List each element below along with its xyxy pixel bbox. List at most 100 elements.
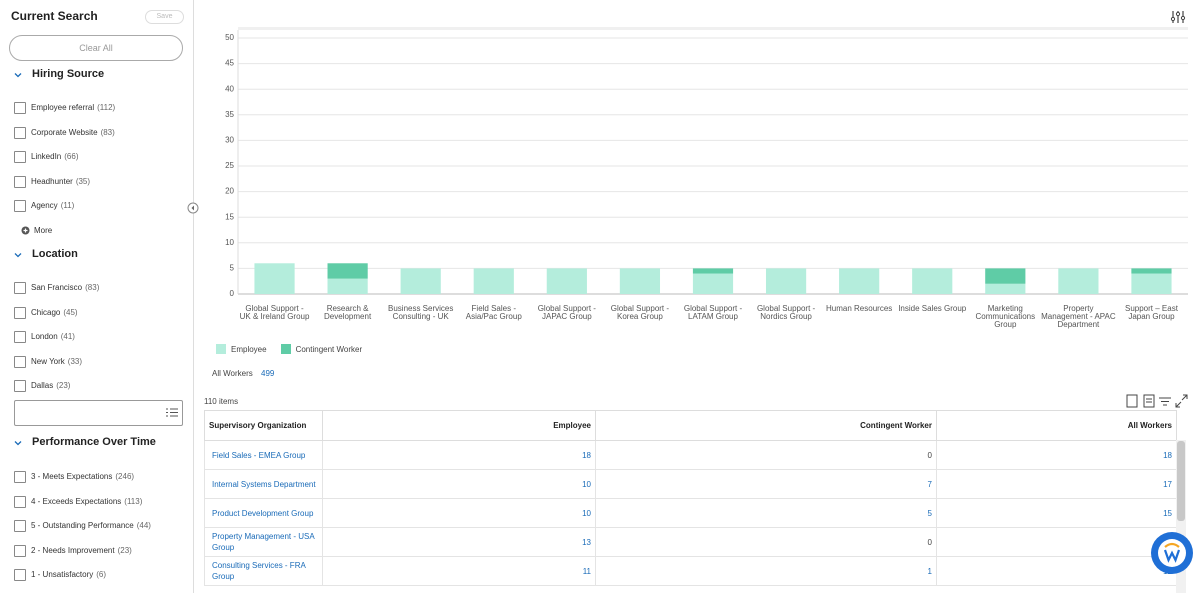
chevron-path bbox=[14, 441, 22, 446]
org-link[interactable]: Field Sales - EMEA Group bbox=[204, 440, 323, 470]
checkbox[interactable] bbox=[14, 495, 26, 508]
count-cell[interactable]: 5 bbox=[595, 498, 937, 528]
clear-all-button[interactable]: Clear All bbox=[9, 35, 183, 61]
checkbox[interactable] bbox=[14, 331, 26, 343]
checkbox[interactable] bbox=[14, 126, 26, 139]
count-cell[interactable]: 10 bbox=[322, 469, 596, 499]
bar bbox=[400, 268, 441, 294]
sidebar-title: Current Search bbox=[11, 9, 98, 23]
count-cell[interactable]: 11 bbox=[322, 556, 596, 586]
x-tick-label: Property Management - APAC Department bbox=[1041, 304, 1116, 329]
facet-item: Chicago (45) bbox=[31, 308, 78, 317]
checkbox[interactable] bbox=[14, 544, 26, 557]
org-link[interactable]: Consulting Services - FRA Group bbox=[204, 556, 323, 586]
section-heading[interactable]: Location bbox=[32, 248, 78, 260]
bar bbox=[912, 268, 953, 294]
checkbox[interactable] bbox=[14, 200, 26, 212]
count-cell[interactable]: 7 bbox=[595, 469, 937, 499]
bar bbox=[692, 273, 734, 294]
x-tick-label: Inside Sales Group bbox=[898, 304, 967, 313]
chart-settings-icon[interactable] bbox=[1170, 11, 1186, 23]
count-cell: 0 bbox=[595, 527, 937, 557]
legend-label[interactable]: Contingent Worker bbox=[295, 345, 363, 354]
export-pdf-icon[interactable] bbox=[1143, 394, 1155, 408]
bar bbox=[765, 268, 807, 294]
bar bbox=[692, 268, 734, 274]
bar bbox=[985, 268, 1026, 284]
checkbox[interactable] bbox=[14, 471, 26, 483]
checkbox[interactable] bbox=[14, 102, 26, 114]
save-button[interactable]: Save bbox=[145, 10, 184, 24]
count-cell[interactable]: 18 bbox=[322, 440, 596, 470]
legend-label[interactable]: Employee bbox=[231, 345, 267, 354]
bar bbox=[327, 263, 368, 279]
y-tick-label: 40 bbox=[225, 84, 234, 93]
facet-count: (83) bbox=[85, 283, 100, 292]
facet-label: Headhunter bbox=[31, 176, 73, 186]
facet-label: Employee referral bbox=[31, 103, 95, 112]
facet-label: Agency bbox=[31, 201, 58, 210]
facet-item: 1 - Unsatisfactory (6) bbox=[31, 570, 106, 579]
legend-swatch bbox=[280, 344, 291, 354]
more-icon[interactable] bbox=[21, 226, 30, 235]
count-cell[interactable]: 12 bbox=[936, 556, 1177, 586]
bar bbox=[546, 268, 587, 294]
location-search-input[interactable] bbox=[14, 400, 183, 426]
section-chevron[interactable] bbox=[14, 439, 22, 447]
checkbox[interactable] bbox=[14, 520, 26, 532]
facet-label: Chicago bbox=[31, 307, 61, 317]
count-cell[interactable]: 10 bbox=[322, 498, 596, 528]
legend-swatch bbox=[216, 344, 226, 354]
section-chevron[interactable] bbox=[14, 251, 22, 259]
summary-value[interactable]: 499 bbox=[261, 369, 275, 378]
data-table: Supervisory Organization Employee Continge… bbox=[204, 410, 1177, 586]
section-heading[interactable]: Performance Over Time bbox=[32, 436, 156, 448]
table-row: Consulting Services - FRA Group11112 bbox=[204, 556, 1177, 586]
y-tick-label: 25 bbox=[225, 161, 234, 170]
count-cell[interactable]: 15 bbox=[936, 498, 1177, 528]
facet-item: 2 - Needs Improvement (23) bbox=[31, 546, 132, 555]
more-link[interactable]: More bbox=[34, 225, 53, 235]
y-tick-label: 50 bbox=[225, 33, 234, 42]
org-link[interactable]: Property Management - USA Group bbox=[204, 527, 323, 557]
column-header: Contingent Worker bbox=[595, 410, 937, 441]
collapse-button[interactable] bbox=[187, 202, 199, 214]
x-tick-label: Global Support -UK & Ireland Group bbox=[240, 304, 310, 321]
checkbox[interactable] bbox=[14, 151, 26, 163]
count-cell[interactable]: 17 bbox=[936, 469, 1177, 499]
checkbox[interactable] bbox=[14, 380, 26, 392]
bar bbox=[473, 268, 514, 294]
org-link[interactable]: Internal Systems Department bbox=[204, 469, 323, 499]
org-link[interactable]: Product Development Group bbox=[204, 498, 323, 528]
bar bbox=[1131, 273, 1172, 294]
count-cell[interactable]: 13 bbox=[936, 527, 1177, 557]
checkbox[interactable] bbox=[14, 569, 26, 581]
checkbox[interactable] bbox=[14, 175, 26, 188]
filter-icon[interactable] bbox=[1159, 397, 1171, 406]
facet-label: 5 - Outstanding Performance bbox=[31, 521, 134, 530]
count-cell[interactable]: 13 bbox=[322, 527, 596, 557]
checkbox[interactable] bbox=[14, 282, 26, 294]
facet-label: 3 - Meets Expectations bbox=[31, 472, 113, 481]
fullscreen-icon[interactable] bbox=[1175, 394, 1188, 408]
facet-label: LinkedIn bbox=[31, 152, 62, 161]
facet-item: London (41) bbox=[31, 332, 75, 341]
facet-label: 1 - Unsatisfactory bbox=[31, 570, 94, 579]
bar bbox=[327, 278, 368, 294]
export-excel-icon[interactable] bbox=[1126, 394, 1138, 408]
checkbox[interactable] bbox=[14, 355, 26, 368]
x-tick-label: Global Support -Korea Group bbox=[611, 304, 670, 321]
scrollbar-thumb[interactable] bbox=[1177, 441, 1185, 521]
facet-label: New York bbox=[31, 356, 65, 366]
facet-label: Corporate Website bbox=[31, 127, 98, 137]
section-chevron[interactable] bbox=[14, 71, 22, 79]
section-heading[interactable]: Hiring Source bbox=[32, 68, 105, 80]
chat-button[interactable] bbox=[1150, 531, 1194, 575]
count-cell[interactable]: 18 bbox=[936, 440, 1177, 470]
table-row: Internal Systems Department 10 7 17 bbox=[204, 469, 1177, 499]
facet-count: (41) bbox=[60, 332, 75, 341]
count-cell[interactable]: 1 bbox=[595, 556, 937, 586]
table-row: Product Development Group 10 5 15 bbox=[204, 498, 1177, 528]
checkbox[interactable] bbox=[14, 306, 26, 319]
facet-count: (113) bbox=[124, 496, 143, 506]
